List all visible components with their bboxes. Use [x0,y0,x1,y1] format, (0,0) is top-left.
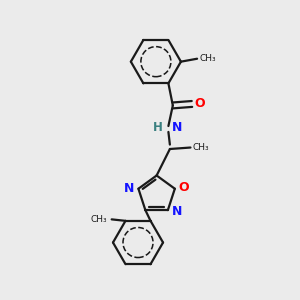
Text: CH₃: CH₃ [91,215,107,224]
Text: O: O [194,98,205,110]
Text: N: N [172,121,182,134]
Text: N: N [171,205,182,218]
Text: N: N [124,182,134,195]
Text: CH₃: CH₃ [199,54,216,63]
Text: O: O [179,181,189,194]
Text: CH₃: CH₃ [193,143,209,152]
Text: H: H [153,121,163,134]
